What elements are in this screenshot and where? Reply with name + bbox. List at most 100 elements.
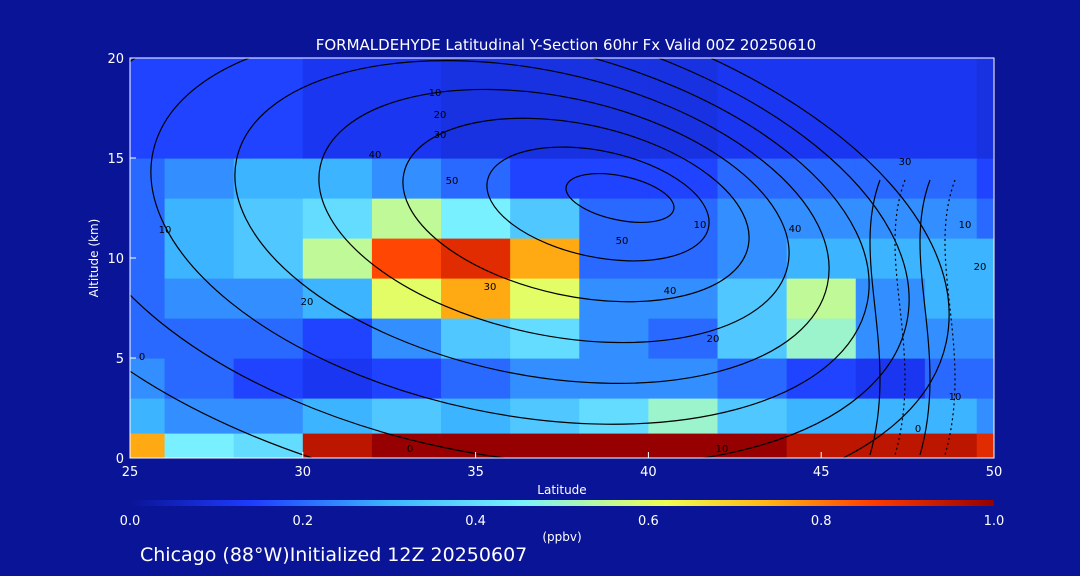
heatmap-cell [164,433,235,458]
contour-line [869,179,881,456]
heatmap-cell [233,158,304,199]
heatmap-cell [717,358,788,399]
heatmap-cell [441,58,511,159]
contour-line [919,179,931,456]
heatmap-cell [510,158,580,199]
x-tick-label: 40 [640,465,657,480]
heatmap-cell [510,318,580,359]
heatmap-cell [130,198,166,239]
heatmap-cell [510,398,580,434]
heatmap-cell [717,318,788,359]
heatmap-cell [164,398,235,434]
heatmap-cell [579,358,649,399]
contour-value-label: 0 [407,444,413,455]
heatmap-cell [233,433,304,458]
contour-value-label: 30 [484,282,497,293]
contour-line [486,146,710,262]
heatmap-cell [855,318,926,359]
heatmap-cell [786,58,857,159]
heatmap-cell [976,358,994,399]
y-tick-label: 5 [116,352,124,367]
contour-line [894,179,906,456]
heatmap-cell [924,433,978,458]
x-tick-label: 25 [122,465,139,480]
heatmap-cell [855,278,926,319]
contour-line [130,58,950,458]
colorbar-gradient [130,500,994,506]
contour-value-label: 0 [915,424,921,435]
heatmap-cell [717,198,788,239]
heatmap-cell [855,433,926,458]
heatmap-cell [302,158,373,199]
heatmap-cell [371,278,442,319]
heatmap-cell [579,238,649,279]
x-tick-label: 50 [986,465,1003,480]
heatmap-cell [130,58,166,159]
heatmap-cell [302,358,373,399]
y-tick-label: 10 [107,252,124,267]
heatmap-cell [164,158,235,199]
contour-value-label: 10 [949,392,962,403]
contour-value-label: 40 [664,286,677,297]
plot-area: 10 20 30 40 50 30 40 50 20 10 0 10 20 30 40 0 10 20 10 0 10 [130,58,994,458]
heatmap-cell [441,318,511,359]
heatmap-layer [130,58,994,458]
contour-value-label: 40 [789,224,802,235]
heatmap-cell [786,398,857,434]
colorbar-tick-label: 0.0 [120,514,141,529]
heatmap-cell [924,358,978,399]
chart-title: FORMALDEHYDE Latitudinal Y-Section 60hr … [316,36,816,54]
contour-value-label: 10 [429,88,442,99]
heatmap-cell [579,398,649,434]
heatmap-cell [976,58,994,159]
x-tick-label: 30 [295,465,312,480]
contour-value-label: 20 [974,262,987,273]
heatmap-cell [233,58,304,159]
heatmap-cell [371,433,442,458]
colorbar-tick-label: 0.6 [638,514,659,529]
heatmap-cell [510,198,580,239]
heatmap-cell [924,58,978,159]
contour-value-label: 10 [159,225,172,236]
heatmap-cell [648,238,719,279]
heatmap-cell [302,58,373,159]
contour-line [234,60,830,384]
heatmap-cell [441,158,511,199]
heatmap-cell [302,278,373,319]
heatmap-cell [976,398,994,434]
contour-value-label: 50 [616,236,629,247]
contour-line [944,179,956,456]
heatmap-cell [976,318,994,359]
heatmap-cell [233,198,304,239]
contour-value-label: 50 [446,176,459,187]
heatmap-cell [233,278,304,319]
contour-line [150,58,870,425]
heatmap-cell [164,58,235,159]
heatmap-cell [924,158,978,199]
heatmap-cell [510,433,580,458]
x-tick-label: 45 [813,465,830,480]
heatmap-cell [130,433,166,458]
contour-line [318,88,790,344]
heatmap-cell [855,58,926,159]
heatmap-cell [924,278,978,319]
heatmap-cell [717,238,788,279]
colorbar-tick-label: 0.4 [465,514,486,529]
footer-location-text: Chicago (88°W)Initialized 12Z 20250607 [140,544,527,566]
y-axis: 0 5 10 15 20 [107,52,136,467]
colorbar-tick-label: 1.0 [984,514,1005,529]
colorbar-tick-label: 0.8 [811,514,832,529]
heatmap-cell [233,238,304,279]
contour-line [565,173,675,223]
heatmap-cell [786,318,857,359]
y-axis-label: Altitude (km) [87,219,101,298]
contour-line [130,58,910,458]
heatmap-cell [441,238,511,279]
heatmap-cell [164,358,235,399]
colorbar-ticks: 0.0 0.2 0.4 0.6 0.8 1.0 [120,514,1005,529]
heatmap-cell [648,318,719,359]
heatmap-cell [371,398,442,434]
x-axis-label: Latitude [537,483,586,497]
heatmap-cell [648,433,719,458]
contour-labels: 10 20 30 40 50 30 40 50 20 10 0 10 20 30 40 0 10 20 10 0 10 [139,88,987,455]
